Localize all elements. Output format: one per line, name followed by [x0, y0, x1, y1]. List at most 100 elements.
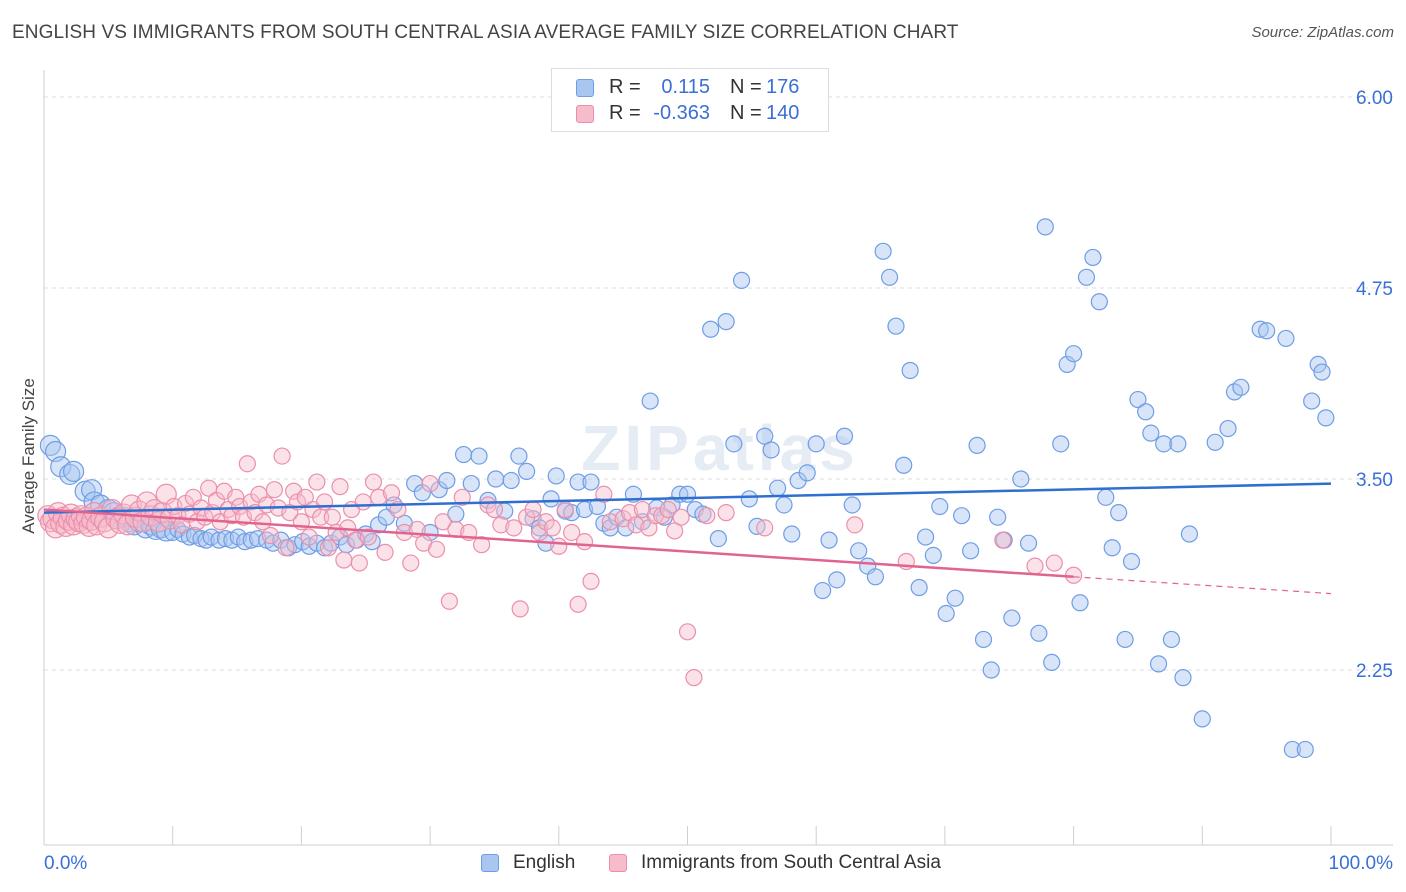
immigrants-point	[323, 508, 341, 526]
english-point	[1277, 329, 1295, 348]
english-point	[1003, 609, 1021, 627]
english-point	[1043, 653, 1061, 671]
immigrants-point	[376, 543, 394, 561]
immigrants-point	[492, 516, 510, 534]
english-point	[866, 568, 885, 586]
immigrants-point	[595, 485, 613, 503]
x-tick-label: 100.0%	[1329, 853, 1394, 874]
immigrants-point	[296, 488, 314, 506]
english-point	[479, 491, 497, 509]
y-tick-label: 2.25	[1356, 661, 1393, 682]
english-point	[946, 589, 964, 607]
english-point	[210, 531, 228, 549]
immigrants-swatch	[609, 854, 627, 872]
english-point	[197, 531, 215, 549]
english-trend-line	[43, 482, 1332, 514]
immigrants-point	[421, 474, 439, 493]
immigrants-trend-extension	[1073, 576, 1332, 595]
english-point	[678, 485, 697, 503]
english-point	[518, 462, 536, 480]
english-point	[1129, 390, 1147, 409]
english-point	[717, 313, 735, 331]
english-point	[542, 490, 560, 508]
english-point	[895, 456, 913, 474]
immigrants-point	[653, 507, 671, 525]
english-point	[762, 441, 780, 459]
english-point	[1232, 378, 1250, 396]
english-point	[530, 519, 549, 537]
source-label: Source: ZipAtlas.com	[1251, 24, 1394, 41]
english-point	[807, 435, 825, 453]
english-point	[828, 571, 846, 589]
y-axis-label: Average Family Size	[19, 378, 38, 534]
immigrants-point	[543, 519, 561, 537]
immigrants-point	[627, 516, 645, 534]
english-point	[1206, 433, 1224, 451]
english-point	[569, 473, 587, 491]
english-point	[470, 447, 488, 465]
english-point	[974, 630, 993, 649]
immigrants-point	[524, 500, 542, 519]
english-point	[756, 427, 774, 445]
english-point	[1303, 392, 1321, 410]
immigrants-point	[354, 493, 372, 511]
y-tick-label: 4.75	[1356, 279, 1393, 300]
english-point	[1052, 435, 1070, 453]
immigrants-point	[511, 600, 529, 618]
immigrants-point	[136, 491, 158, 513]
english-point	[924, 546, 942, 565]
english-point	[1137, 403, 1155, 421]
english-point	[740, 490, 758, 508]
english-point	[887, 317, 905, 335]
english-point	[1064, 345, 1083, 363]
immigrants-point	[277, 539, 295, 557]
english-point	[1103, 539, 1121, 557]
english-point	[1251, 320, 1269, 338]
english-point	[962, 542, 980, 560]
english-point	[1169, 435, 1187, 453]
english-point	[1030, 624, 1048, 642]
english-point	[814, 581, 832, 600]
legend-label: Immigrants from South Central Asia	[641, 852, 941, 873]
english-point	[454, 445, 473, 464]
english-point	[502, 471, 520, 490]
english-point	[874, 242, 892, 260]
english-point	[1180, 525, 1199, 543]
immigrants-point	[254, 513, 272, 531]
english-point	[582, 473, 600, 491]
chart-title: ENGLISH VS IMMIGRANTS FROM SOUTH CENTRAL…	[12, 22, 959, 43]
english-point	[1317, 409, 1335, 427]
english-point	[74, 480, 96, 502]
immigrants-point	[569, 595, 587, 613]
english-point	[1071, 594, 1089, 612]
immigrants-trend-line	[43, 508, 1074, 579]
english-point	[1036, 218, 1054, 236]
english-point	[438, 471, 456, 490]
english-point	[510, 447, 528, 465]
english-point	[901, 361, 919, 380]
english-point	[641, 392, 659, 410]
english-point	[421, 523, 439, 542]
english-point	[835, 427, 854, 445]
immigrants-point	[485, 500, 504, 519]
series-legend: English Immigrants from South Central As…	[0, 852, 1406, 878]
immigrants-point	[382, 484, 401, 502]
immigrants-point	[537, 513, 555, 531]
english-point	[63, 460, 85, 482]
english-point	[982, 661, 1000, 679]
trend-lines	[43, 482, 1332, 595]
english-point	[1174, 669, 1192, 687]
english-point	[487, 470, 505, 488]
immigrants-point	[335, 551, 353, 569]
english-point	[462, 474, 480, 493]
english-point	[59, 463, 81, 486]
english-point	[1258, 322, 1276, 340]
y-tick-label: 6.00	[1356, 88, 1393, 109]
immigrants-point	[1026, 557, 1044, 575]
english-point	[989, 508, 1007, 526]
english-point	[1084, 248, 1102, 267]
english-point	[1077, 268, 1096, 286]
english-point	[1012, 470, 1030, 488]
n-value: 140	[766, 102, 800, 124]
